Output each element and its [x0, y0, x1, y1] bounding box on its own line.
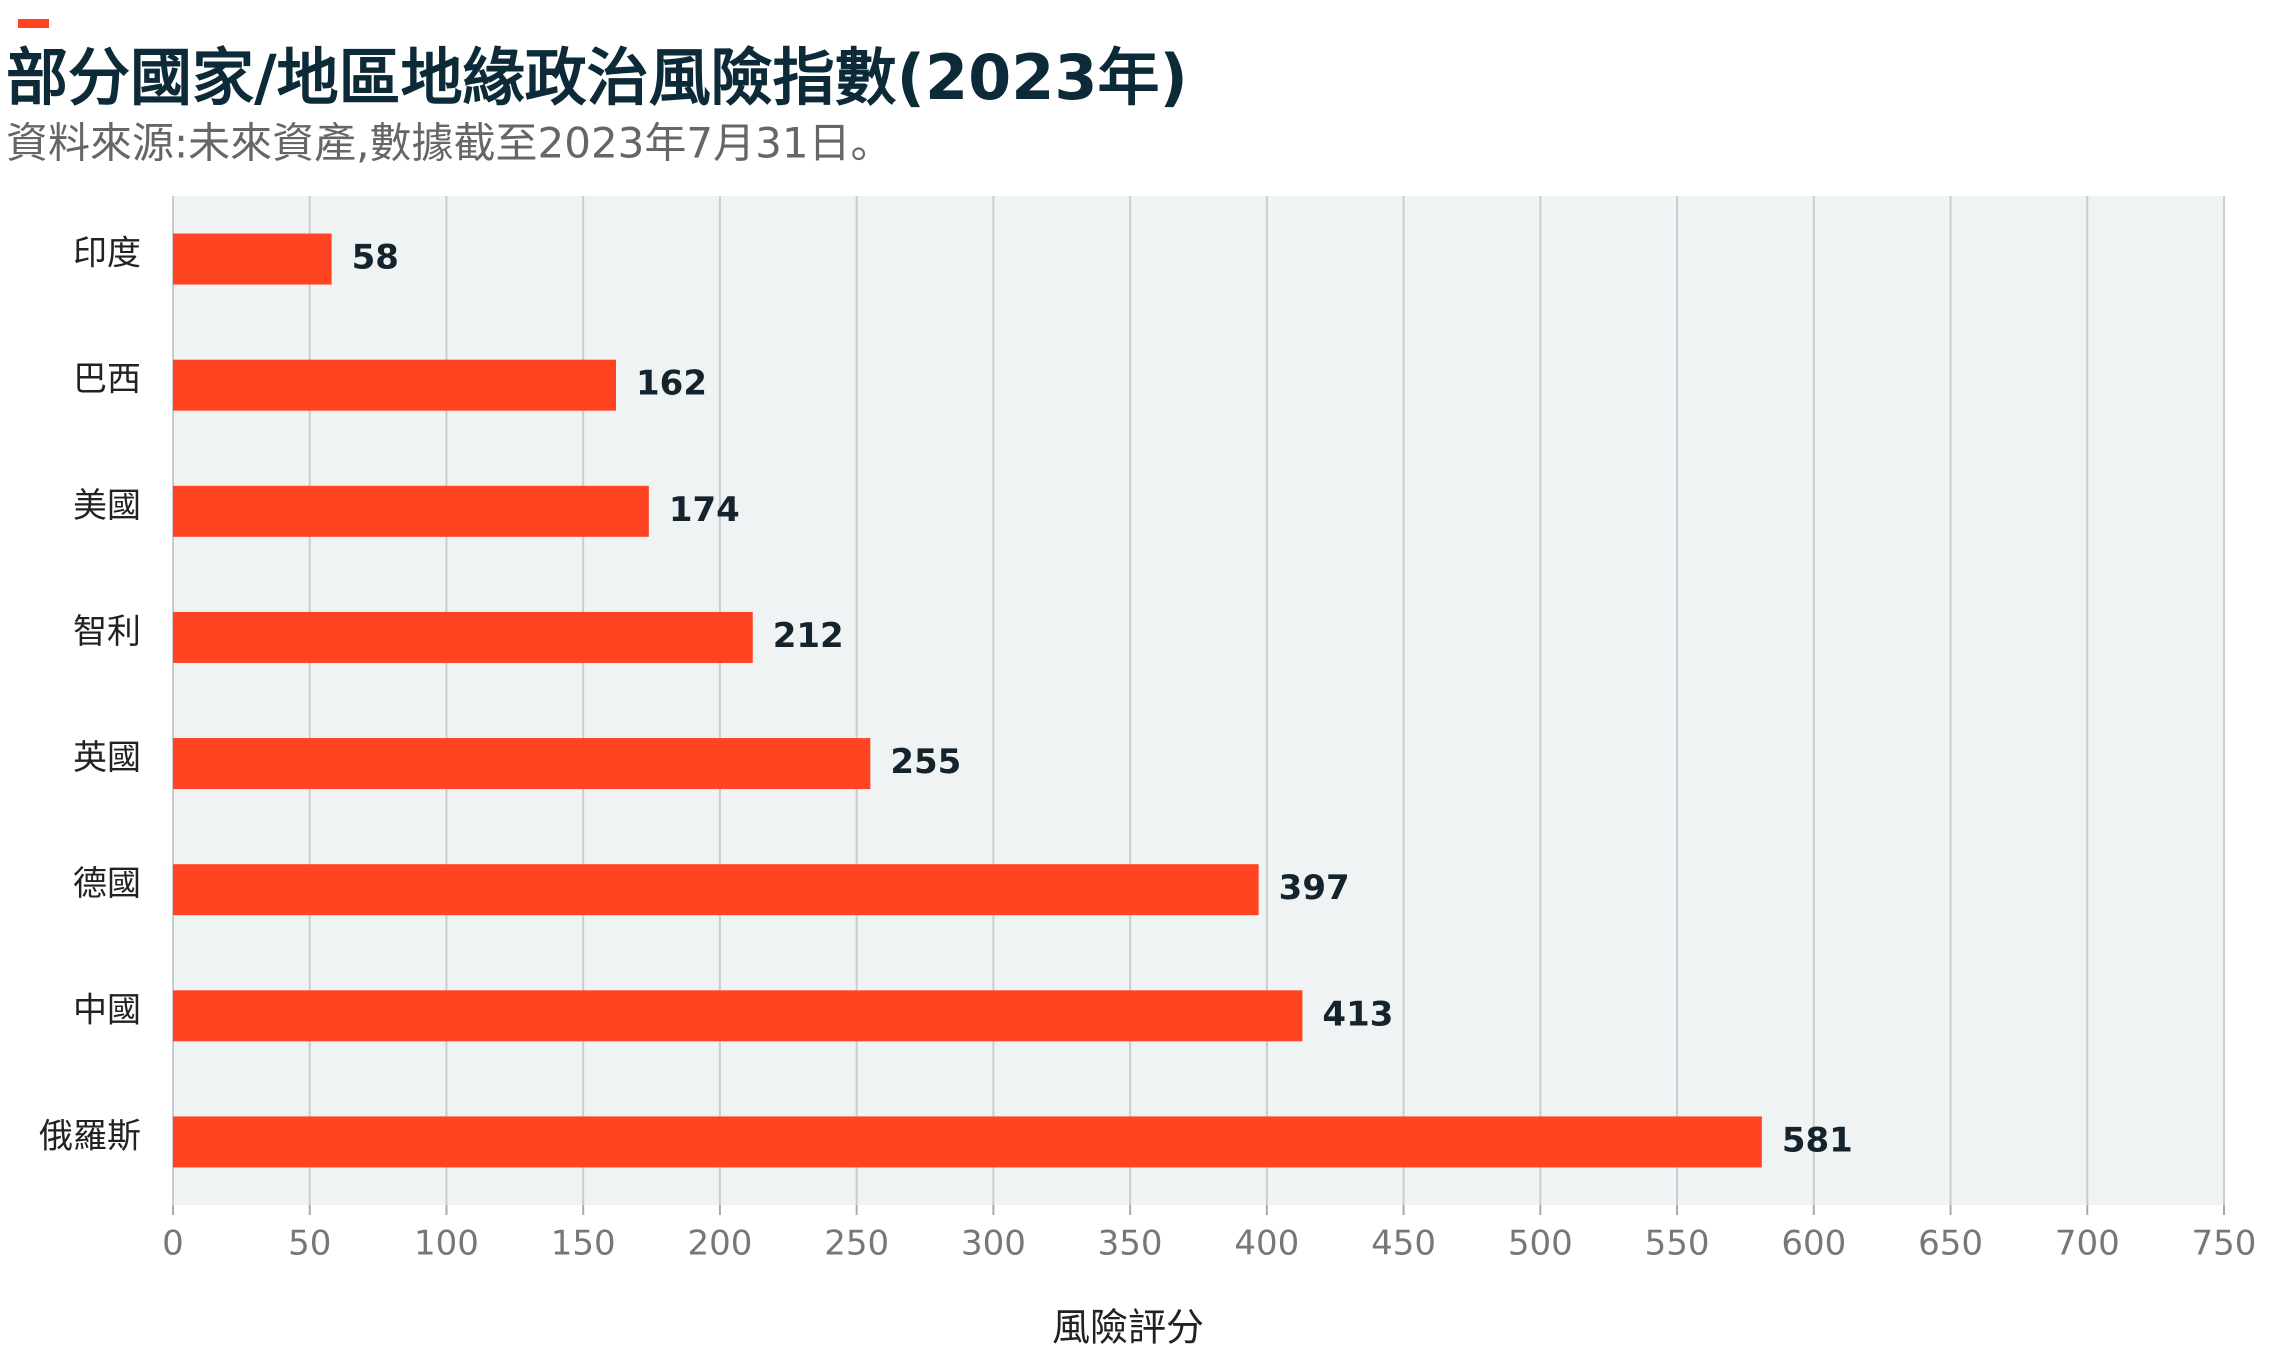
bar	[173, 990, 1303, 1042]
y-tick-label: 印度	[73, 234, 141, 274]
x-tick-label: 550	[1645, 1224, 1710, 1264]
x-tick-label: 750	[2192, 1224, 2257, 1264]
value-label: 212	[773, 616, 844, 656]
bar	[173, 485, 649, 537]
x-axis-title: 風險評分	[1052, 1306, 1204, 1350]
accent-mark	[18, 19, 49, 28]
y-tick-label: 俄羅斯	[39, 1116, 141, 1156]
value-label: 581	[1782, 1120, 1853, 1160]
x-tick-label: 450	[1371, 1224, 1436, 1264]
x-tick-label: 50	[288, 1224, 331, 1264]
bar	[173, 1116, 1762, 1168]
bar	[173, 611, 753, 663]
x-tick-label: 0	[162, 1224, 184, 1264]
x-tick-label: 200	[687, 1224, 752, 1264]
x-tick-label: 100	[414, 1224, 479, 1264]
value-label: 58	[352, 238, 399, 278]
x-tick-label: 350	[1098, 1224, 1163, 1264]
y-tick-label: 智利	[73, 612, 141, 652]
x-tick-label: 650	[1918, 1224, 1983, 1264]
x-tick-label: 600	[1781, 1224, 1846, 1264]
value-label: 174	[669, 490, 740, 530]
y-tick-label: 中國	[73, 990, 141, 1030]
bar	[173, 359, 617, 411]
value-label: 413	[1322, 994, 1393, 1034]
x-tick-label: 700	[2055, 1224, 2120, 1264]
value-label: 162	[636, 364, 707, 404]
bar	[173, 233, 332, 285]
y-tick-label: 英國	[73, 738, 141, 778]
y-tick-label: 巴西	[73, 360, 141, 400]
plot-background	[173, 196, 2224, 1205]
x-tick-label: 400	[1234, 1224, 1299, 1264]
chart-title: 部分國家/地區地緣政治風險指數(2023年)	[6, 41, 1188, 114]
bar	[173, 864, 1259, 916]
y-tick-label: 美國	[73, 486, 141, 526]
x-tick-label: 300	[961, 1224, 1026, 1264]
value-label: 255	[890, 742, 961, 782]
bar	[173, 738, 871, 790]
x-tick-label: 250	[824, 1224, 889, 1264]
x-tick-label: 500	[1508, 1224, 1573, 1264]
y-tick-label: 德國	[73, 864, 141, 904]
x-tick-label: 150	[551, 1224, 616, 1264]
value-label: 397	[1279, 868, 1350, 908]
chart-subtitle: 資料來源:未來資產,數據截至2023年7月31日。	[6, 119, 893, 168]
